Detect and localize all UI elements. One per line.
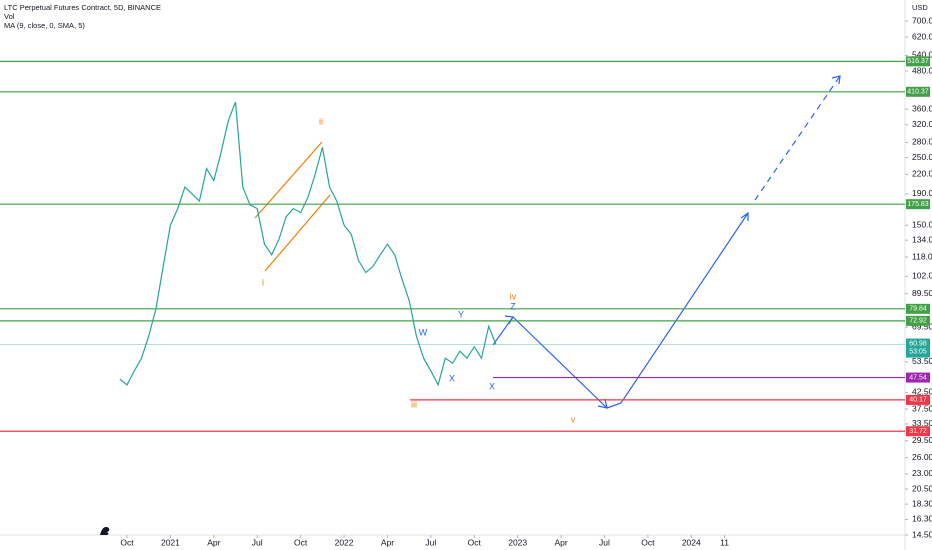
y-tick-label: 18.30 xyxy=(912,498,932,508)
wave-label: Y xyxy=(458,309,464,319)
level-label: 40.17 xyxy=(909,397,927,404)
level-label: 31.72 xyxy=(909,428,927,435)
level-label: 175.83 xyxy=(907,201,929,208)
level-label-box xyxy=(906,56,930,67)
y-tick-label: 320.00 xyxy=(912,119,932,129)
y-tick-label: 280.00 xyxy=(912,137,932,147)
wave-label: X xyxy=(489,381,495,391)
wave-label: v xyxy=(571,414,576,424)
x-tick-label: 2024 xyxy=(682,537,701,547)
y-tick-label: 134.00 xyxy=(912,234,932,244)
projection-path xyxy=(492,75,841,409)
wave-channel xyxy=(254,141,331,272)
wave-label: iv xyxy=(510,291,517,301)
y-tick-label: 42.50 xyxy=(912,387,932,397)
level-label-box xyxy=(906,86,930,97)
y-tick-label: 150.00 xyxy=(912,219,932,229)
level-label: 79.84 xyxy=(909,306,927,313)
y-tick-label: 480.00 xyxy=(912,65,932,75)
x-tick-label: 2022 xyxy=(335,537,354,547)
y-tick-label: 190.00 xyxy=(912,188,932,198)
x-tick-label: Oct xyxy=(294,537,308,547)
y-tick-label: 26.00 xyxy=(912,452,932,462)
x-tick-label: 11 xyxy=(720,537,729,547)
y-tick-label: 29.50 xyxy=(912,435,932,445)
level-label: 47.54 xyxy=(909,374,927,381)
level-label-box xyxy=(906,372,930,383)
y-tick-label: 14.50 xyxy=(912,529,932,539)
y-tick-label: 69.50 xyxy=(912,321,932,331)
last-price-label: 60.98 xyxy=(909,340,927,347)
x-tick-label: Oct xyxy=(641,537,655,547)
wave-label: W xyxy=(419,327,428,337)
x-tick-label: 2023 xyxy=(508,537,527,547)
wave-label: ii xyxy=(319,116,323,126)
level-label: 410.37 xyxy=(907,89,929,96)
x-tick-label: 2021 xyxy=(161,537,180,547)
y-tick-label: 360.00 xyxy=(912,103,932,113)
wave-label: iii xyxy=(411,399,417,409)
y-tick-label: 220.00 xyxy=(912,169,932,179)
y-tick-label: 250.00 xyxy=(912,152,932,162)
countdown-label: 53:05 xyxy=(909,348,927,355)
ma-label: MA (9, close, 0, SMA, 5) xyxy=(4,21,85,30)
symbol-title: LTC Perpetual Futures Contract, 5D, BINA… xyxy=(4,3,161,12)
y-tick-label: 16.30 xyxy=(912,514,932,524)
last-price-box xyxy=(906,338,930,358)
currency-label: USD xyxy=(912,3,928,12)
x-tick-label: Oct xyxy=(120,537,134,547)
level-label-box xyxy=(906,426,930,437)
price-line xyxy=(119,101,497,387)
wave-label: i xyxy=(262,277,264,287)
x-tick-label: Jul xyxy=(425,537,436,547)
y-tick-label: 118.00 xyxy=(912,251,932,261)
y-tick-label: 102.00 xyxy=(912,271,932,281)
x-tick-label: Jul xyxy=(252,537,263,547)
x-tick-label: Apr xyxy=(554,537,567,547)
y-tick-label: 33.50 xyxy=(912,418,932,428)
level-label-box xyxy=(906,199,930,210)
x-tick-label: Jul xyxy=(599,537,610,547)
y-tick-label: 620.00 xyxy=(912,31,932,41)
y-tick-label: 53.50 xyxy=(912,356,932,366)
logo xyxy=(100,527,110,535)
level-label: 72.92 xyxy=(909,318,927,325)
level-label-box xyxy=(906,394,930,405)
volume-label: Vol xyxy=(4,12,15,21)
wave-label: Z xyxy=(510,301,516,311)
y-tick-label: 540.00 xyxy=(912,50,932,60)
wave-label: X xyxy=(449,373,455,383)
level-label-box xyxy=(906,303,930,314)
y-tick-label: 37.50 xyxy=(912,403,932,413)
x-tick-label: Apr xyxy=(381,537,394,547)
level-label: 516.37 xyxy=(907,58,929,65)
y-tick-label: 20.50 xyxy=(912,483,932,493)
x-tick-label: Oct xyxy=(468,537,482,547)
y-tick-label: 23.00 xyxy=(912,468,932,478)
y-tick-label: 89.50 xyxy=(912,288,932,298)
y-tick-label: 700.00 xyxy=(912,15,932,25)
level-label-box xyxy=(906,315,930,326)
x-tick-label: Apr xyxy=(207,537,220,547)
